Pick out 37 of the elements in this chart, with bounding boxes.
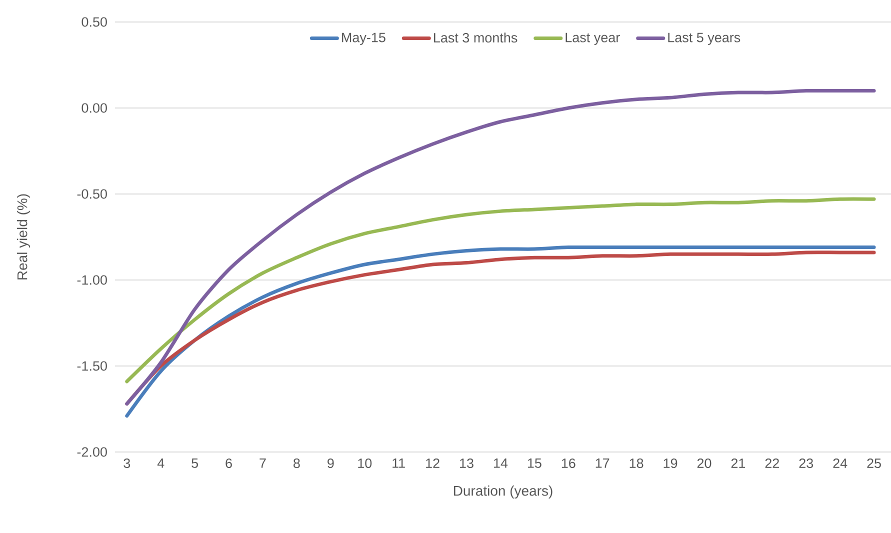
y-tick-label: -2.00: [77, 447, 107, 457]
y-axis-title: Real yield (%): [16, 194, 30, 280]
y-tick-label: -1.00: [77, 275, 107, 285]
x-axis-title: Duration (years): [454, 486, 552, 499]
line-series: [125, 88, 876, 406]
y-tick-label: 0.00: [82, 103, 107, 113]
x-tick-label: 19: [664, 458, 678, 468]
legend-label: Last year: [566, 32, 620, 45]
x-tick-label: 16: [562, 458, 576, 468]
x-tick-label: 14: [494, 458, 508, 468]
x-tick-label: 3: [124, 458, 130, 468]
legend-label: May-15: [342, 32, 386, 45]
x-tick-label: 18: [630, 458, 644, 468]
x-tick-label: 22: [765, 458, 779, 468]
x-tick-label: 13: [460, 458, 474, 468]
x-tick-label: 24: [833, 458, 848, 468]
y-tick-label: -1.50: [77, 361, 107, 371]
line-series: [125, 197, 876, 384]
legend-label: Last 5 years: [668, 32, 740, 45]
x-tick-label: 20: [697, 458, 712, 468]
x-tick-label: 11: [392, 458, 405, 468]
x-tick-label: 12: [426, 458, 440, 468]
x-tick-label: 4: [157, 458, 164, 468]
x-tick-label: 21: [731, 458, 746, 468]
y-tick-label: -0.50: [77, 189, 107, 199]
x-tick-label: 5: [192, 458, 198, 468]
x-tick-label: 10: [358, 458, 372, 468]
legend-label: Last 3 months: [434, 32, 518, 43]
x-tick-label: 17: [596, 458, 610, 468]
x-tick-label: 15: [528, 458, 542, 468]
y-tick-label: 0.50: [82, 17, 107, 27]
x-tick-label: 23: [799, 458, 814, 468]
x-tick-label: 6: [226, 458, 232, 468]
x-tick-label: 8: [294, 458, 300, 468]
x-tick-label: 7: [260, 458, 266, 468]
x-tick-label: 25: [867, 458, 881, 468]
x-tick-label: 9: [328, 458, 334, 468]
